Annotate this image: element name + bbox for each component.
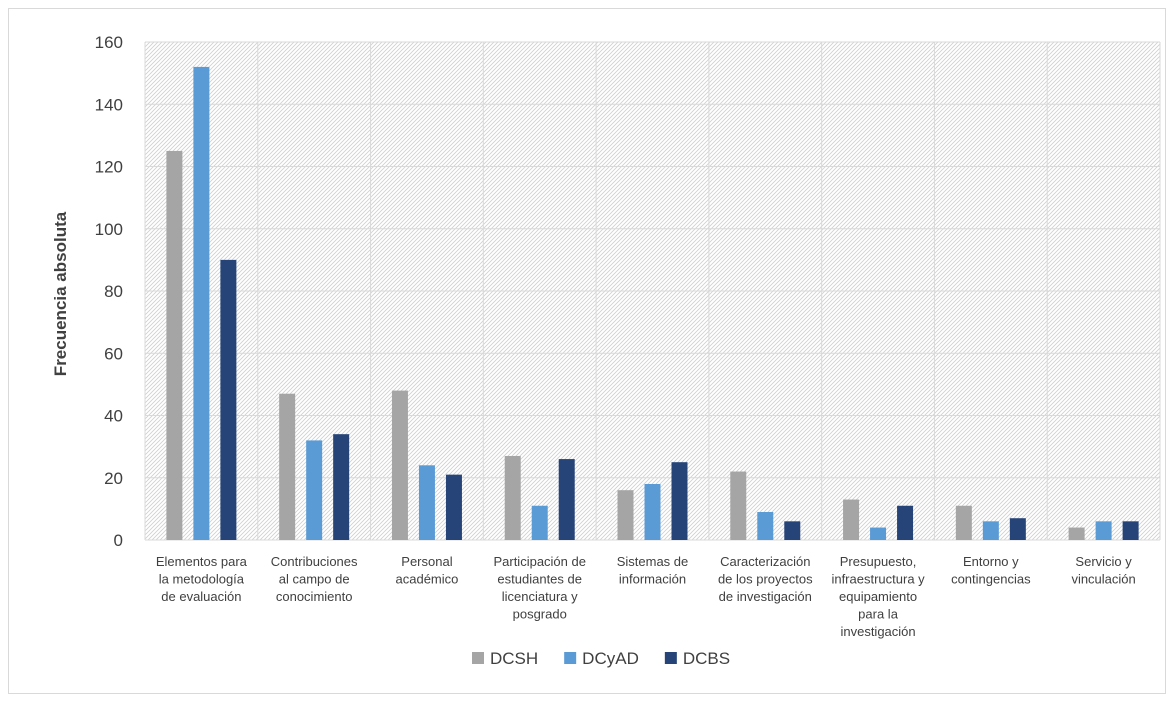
bar-dcyad xyxy=(757,511,774,540)
bar-dcyad xyxy=(531,505,548,540)
y-tick-label: 140 xyxy=(95,95,123,114)
bar-dcsh xyxy=(730,471,747,540)
x-category-label: Servicio y vinculación xyxy=(1071,554,1135,587)
bar-dcsh xyxy=(391,390,408,540)
bar-dcbs xyxy=(220,259,237,540)
bar-dcsh xyxy=(617,490,634,540)
x-category-label: Caracterización de los proyectos de invest… xyxy=(718,554,813,604)
bar-dcbs xyxy=(558,459,575,540)
x-category-label: Sistemas de información xyxy=(617,554,689,587)
x-category-label: Participación de estudiantes de licenciatu… xyxy=(493,554,586,622)
y-tick-label: 0 xyxy=(114,531,123,550)
bar-dcyad xyxy=(982,521,999,540)
legend-swatch-dcbs xyxy=(664,652,677,664)
bar-dcsh xyxy=(279,393,296,540)
x-category-label: Presupuesto, infraestructura y equipamient… xyxy=(831,554,925,639)
bars xyxy=(166,66,1139,541)
bar-dcsh xyxy=(843,499,860,540)
legend-swatch-dcsh xyxy=(472,652,484,664)
bar-dcyad xyxy=(306,440,323,540)
legend: DCSH DCyAD DCBS xyxy=(472,649,730,668)
x-axis-categories: Elementos para la metodología de evaluació… xyxy=(156,554,1136,639)
bar-dcyad xyxy=(644,483,661,540)
bar-dcbs xyxy=(671,462,688,540)
x-category-label: Contribuciones al campo de conocimiento xyxy=(271,554,358,604)
bar-dcsh xyxy=(504,455,521,540)
bar-dcbs xyxy=(1009,518,1026,540)
bar-dcyad xyxy=(193,66,210,541)
x-category-label: Personal académico xyxy=(396,554,459,587)
bar-dcyad xyxy=(418,465,435,540)
bar-dcsh xyxy=(166,150,183,540)
y-tick-label: 100 xyxy=(95,220,123,239)
y-tick-label: 80 xyxy=(104,282,123,301)
legend-label-dcbs: DCBS xyxy=(683,649,730,668)
y-tick-label: 40 xyxy=(104,407,123,426)
bar-dcbs xyxy=(1122,521,1139,540)
y-axis-label: Frecuencia absoluta xyxy=(51,211,70,376)
y-tick-label: 120 xyxy=(95,158,123,177)
y-tick-label: 160 xyxy=(95,33,123,52)
x-category-label: Elementos para la metodología de evaluació… xyxy=(156,554,248,604)
legend-label-dcsh: DCSH xyxy=(490,649,538,668)
legend-swatch-dcyad xyxy=(564,652,577,664)
bar-dcsh xyxy=(1068,527,1085,540)
bar-dcbs xyxy=(333,434,350,540)
x-category-label: Entorno y contingencias xyxy=(951,554,1031,587)
legend-label-dcyad: DCyAD xyxy=(582,649,639,668)
y-tick-label: 20 xyxy=(104,469,123,488)
bar-dcbs xyxy=(784,521,801,540)
bar-dcyad xyxy=(1095,521,1112,540)
bar-dcyad xyxy=(870,527,887,540)
y-axis-ticks: 0 20 40 60 80 100 120 140 160 xyxy=(95,33,123,550)
bar-dcsh xyxy=(955,505,972,540)
y-tick-label: 60 xyxy=(104,344,123,363)
bar-dcbs xyxy=(445,474,462,540)
bar-dcbs xyxy=(897,505,914,540)
chart-frame xyxy=(8,8,1166,694)
